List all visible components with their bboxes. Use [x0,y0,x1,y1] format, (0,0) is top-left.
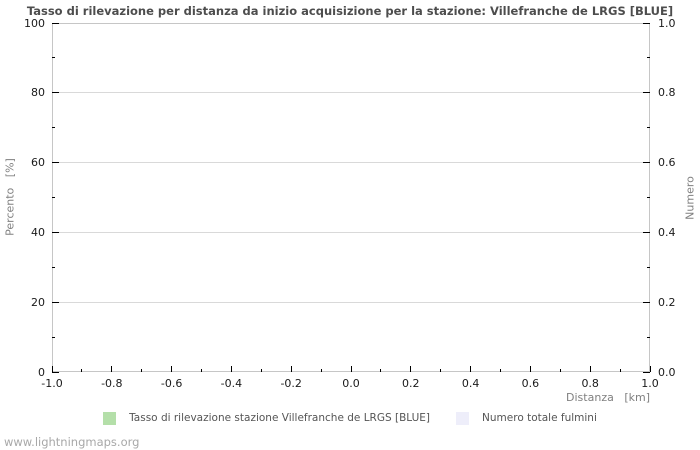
x-axis-tick-label: 1.0 [641,377,659,390]
x-axis-tick-label: 0.0 [342,377,360,390]
y-axis-right-tick [643,301,650,303]
x-axis-tick [350,366,352,372]
x-axis-tick [529,366,531,372]
x-axis-tick [649,366,651,372]
y-axis-left-tick [52,231,59,233]
x-axis-tick [51,366,53,372]
y-axis-right-tick [643,92,650,94]
x-axis-tick-label: 0.6 [521,377,540,390]
y-axis-right-tick-label: 0.6 [658,156,676,170]
y-axis-right-minor-tick [647,127,650,129]
y-axis-left-tick [52,371,59,373]
legend-item-detection-rate: Tasso di rilevazione stazione Villefranc… [103,411,431,425]
y-axis-right-tick-label: 0.4 [658,225,676,239]
x-axis-tick [230,366,232,372]
y-axis-left-tick-label: 80 [31,86,45,100]
legend-label-detection-rate: Tasso di rilevazione stazione Villefranc… [129,412,431,424]
y-axis-left-tick-label: 40 [31,225,45,239]
y-axis-left-label: Percento [%] [3,158,17,236]
y-axis-right-minor-tick [647,336,650,338]
y-axis-right-label: Numero [683,176,697,220]
y-axis-left-minor-tick [52,266,55,268]
x-axis-tick [290,366,292,372]
legend-item-total-strikes: Numero totale fulmini [456,411,597,425]
x-axis-minor-tick [559,369,561,372]
x-axis-tick [410,366,412,372]
x-axis-tick-label: -0.4 [220,377,243,390]
y-axis-right-minor-tick [647,197,650,198]
y-axis-left-minor-tick [52,127,55,129]
y-axis-right-tick [643,231,650,233]
x-axis-minor-tick [141,369,143,372]
y-axis-left-tick [52,22,59,24]
plot-area [52,23,650,372]
y-axis-right-tick-label: 0.8 [658,86,676,100]
y-axis-left-tick [52,92,59,94]
y-axis-left-tick-label: 20 [31,295,45,309]
x-axis-tick [589,366,591,372]
x-axis-minor-tick [201,369,202,372]
gridline [52,231,650,233]
gridline [52,162,650,164]
legend-swatch-detection-rate [103,411,117,425]
x-axis-tick [111,366,113,372]
x-axis-tick-label: 0.2 [402,377,420,390]
x-axis-tick-label: -0.6 [160,377,183,390]
x-axis-minor-tick [619,369,621,372]
gridline [52,301,650,303]
x-axis-minor-tick [81,369,83,372]
y-axis-left-minor-tick [52,197,55,198]
y-axis-left-tick [52,301,59,303]
y-axis-left-minor-tick [52,336,55,338]
x-axis-tick-label: -0.8 [101,377,123,390]
y-axis-right-tick-label: 0.0 [658,365,676,379]
y-axis-left-tick-label: 0 [38,365,45,379]
x-axis-tick [470,366,472,372]
legend-swatch-total-strikes [456,411,470,425]
y-axis-right-tick-label: 0.2 [658,295,676,309]
x-axis-tick-label: 0.4 [461,377,480,390]
y-axis-left-tick-label: 60 [31,156,45,170]
x-axis-minor-tick [380,369,382,372]
x-axis-tick-label: -0.2 [280,377,302,390]
y-axis-right-tick [643,162,650,164]
x-axis-tick-label: 0.8 [581,377,599,390]
gridline [52,92,650,94]
y-axis-right-tick [643,371,650,373]
y-axis-right-minor-tick [647,266,650,268]
legend: Tasso di rilevazione stazione Villefranc… [0,410,700,426]
x-axis-minor-tick [260,369,262,372]
y-axis-right-tick [643,22,650,24]
x-axis-tick-label: -1.0 [41,377,63,390]
y-axis-left-tick [52,162,59,164]
x-axis-minor-tick [440,369,442,372]
x-axis-minor-tick [500,369,501,372]
y-axis-left-tick-label: 100 [24,16,45,30]
watermark-link[interactable]: www.lightningmaps.org [4,435,140,449]
x-axis-tick [171,366,173,372]
x-axis-minor-tick [320,369,322,372]
x-axis-label: Distanza [km] [566,391,650,404]
legend-label-total-strikes: Numero totale fulmini [482,412,597,424]
y-axis-right-tick-label: 1.0 [658,16,676,30]
y-axis-right-minor-tick [647,57,650,59]
y-axis-left-minor-tick [52,57,55,59]
chart-title: Tasso di rilevazione per distanza da ini… [26,4,674,18]
